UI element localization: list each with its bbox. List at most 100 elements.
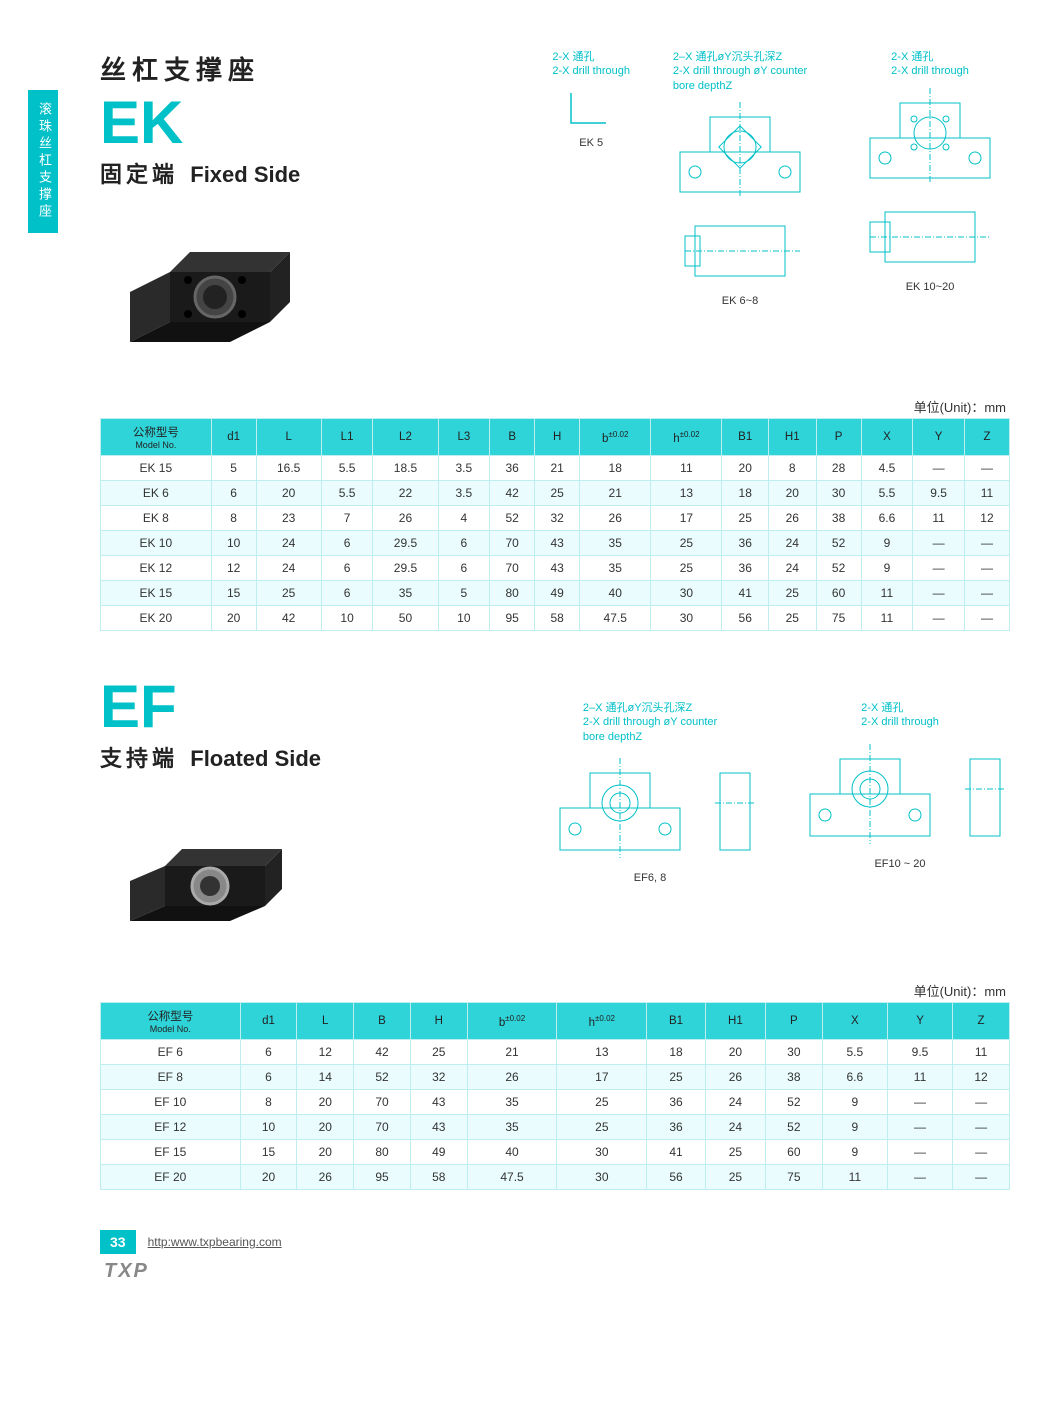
cell: 58 [535, 606, 580, 631]
col-B: B [354, 1003, 411, 1040]
cell: 23 [256, 506, 321, 531]
table-row: EF 121020704335253624529—— [101, 1115, 1010, 1140]
ef-product-photo [100, 791, 320, 971]
cell: EK 10 [101, 531, 212, 556]
cell: 9.5 [887, 1040, 952, 1065]
cell: 6.6 [861, 506, 913, 531]
cell: 25 [651, 531, 722, 556]
cell: 29.5 [373, 531, 438, 556]
cell: 42 [354, 1040, 411, 1065]
cell: 30 [816, 481, 861, 506]
ek-annot-drill-2: 2-X 通孔 2-X drill through [891, 50, 969, 79]
page-footer: 33 http:www.txpbearing.com [100, 1230, 1010, 1254]
ek1020-caption: EK 10~20 [906, 281, 955, 293]
cell: 6 [321, 531, 373, 556]
cell: 5.5 [321, 481, 373, 506]
cell: 24 [768, 531, 816, 556]
cell: 13 [651, 481, 722, 506]
cell: 14 [297, 1065, 354, 1090]
cell: 24 [256, 556, 321, 581]
col-B: B [490, 419, 535, 456]
cell: 47.5 [580, 606, 651, 631]
cell: — [964, 556, 1009, 581]
cell: 18 [722, 481, 768, 506]
table-row: EF 151520804940304125609—— [101, 1140, 1010, 1165]
cell: 16.5 [256, 456, 321, 481]
cell: 49 [535, 581, 580, 606]
col-L1: L1 [321, 419, 373, 456]
cell: 36 [490, 456, 535, 481]
cell: 11 [964, 481, 1009, 506]
col-b: b±0.02 [580, 419, 651, 456]
cell: 70 [490, 556, 535, 581]
cell: EK 8 [101, 506, 212, 531]
ef-annot-drill: 2-X 通孔 2-X drill through [861, 701, 939, 730]
ef-unit-label: 单位(Unit)：mm [100, 981, 1006, 1000]
cell: 20 [240, 1165, 297, 1190]
cell: 3.5 [438, 456, 490, 481]
cell: 25 [557, 1090, 647, 1115]
cell: 32 [535, 506, 580, 531]
col-Z: Z [953, 1003, 1010, 1040]
table-row: EK 101024629.56704335253624529—— [101, 531, 1010, 556]
cell: 36 [722, 531, 768, 556]
cell: 35 [373, 581, 438, 606]
col-H1: H1 [705, 1003, 765, 1040]
ef1020-caption: EF10 ~ 20 [874, 858, 925, 870]
annot-line: 2-X 通孔 [861, 701, 939, 715]
cell: 9 [861, 531, 913, 556]
col-P: P [816, 419, 861, 456]
cell: 36 [722, 556, 768, 581]
ek-subtitle-cn: 固定端 [100, 162, 178, 187]
cell: 70 [354, 1090, 411, 1115]
cell: 8 [211, 506, 256, 531]
cell: 12 [953, 1065, 1010, 1090]
annot-line: 2–X 通孔øY沉头孔深Z [673, 50, 807, 64]
cell: — [953, 1115, 1010, 1140]
cell: 10 [211, 531, 256, 556]
cell: 52 [816, 531, 861, 556]
cell: 18 [580, 456, 651, 481]
cell: 30 [765, 1040, 822, 1065]
cell: 11 [887, 1065, 952, 1090]
cell: 70 [490, 531, 535, 556]
cell: — [953, 1165, 1010, 1190]
cell: 6.6 [822, 1065, 887, 1090]
cell: 52 [765, 1090, 822, 1115]
cell: 38 [816, 506, 861, 531]
cell: 9 [822, 1140, 887, 1165]
cell: 43 [535, 556, 580, 581]
cell: 25 [535, 481, 580, 506]
col-Y: Y [887, 1003, 952, 1040]
col-H1: H1 [768, 419, 816, 456]
cell: 20 [211, 606, 256, 631]
cell: 25 [768, 581, 816, 606]
cell: 26 [768, 506, 816, 531]
cell: 6 [321, 581, 373, 606]
cell: 4.5 [861, 456, 913, 481]
col-d1: d1 [211, 419, 256, 456]
cell: 40 [467, 1140, 557, 1165]
cell: 20 [297, 1090, 354, 1115]
cell: 24 [705, 1115, 765, 1140]
ef-subtitle: 支持端 Floated Side [100, 741, 321, 773]
col-H: H [410, 1003, 467, 1040]
ek-title-cn: 丝杠支撑座 [100, 50, 320, 87]
cell: 20 [297, 1115, 354, 1140]
cell: 25 [651, 556, 722, 581]
cell: 20 [297, 1140, 354, 1165]
ek-header: 丝杠支撑座 EK 固定端 Fixed Side [100, 50, 320, 189]
cell: 35 [580, 531, 651, 556]
cell: 18.5 [373, 456, 438, 481]
cell: 30 [557, 1140, 647, 1165]
cell: 25 [557, 1115, 647, 1140]
annot-line: 2-X 通孔 [891, 50, 969, 64]
cell: 41 [647, 1140, 706, 1165]
cell: EF 8 [101, 1065, 241, 1090]
cell: 75 [765, 1165, 822, 1190]
annot-line: 2-X drill through øY counter [673, 64, 807, 78]
table-row: EF 6612422521131820305.59.511 [101, 1040, 1010, 1065]
cell: 30 [651, 581, 722, 606]
cell: 29.5 [373, 556, 438, 581]
cell: 8 [768, 456, 816, 481]
